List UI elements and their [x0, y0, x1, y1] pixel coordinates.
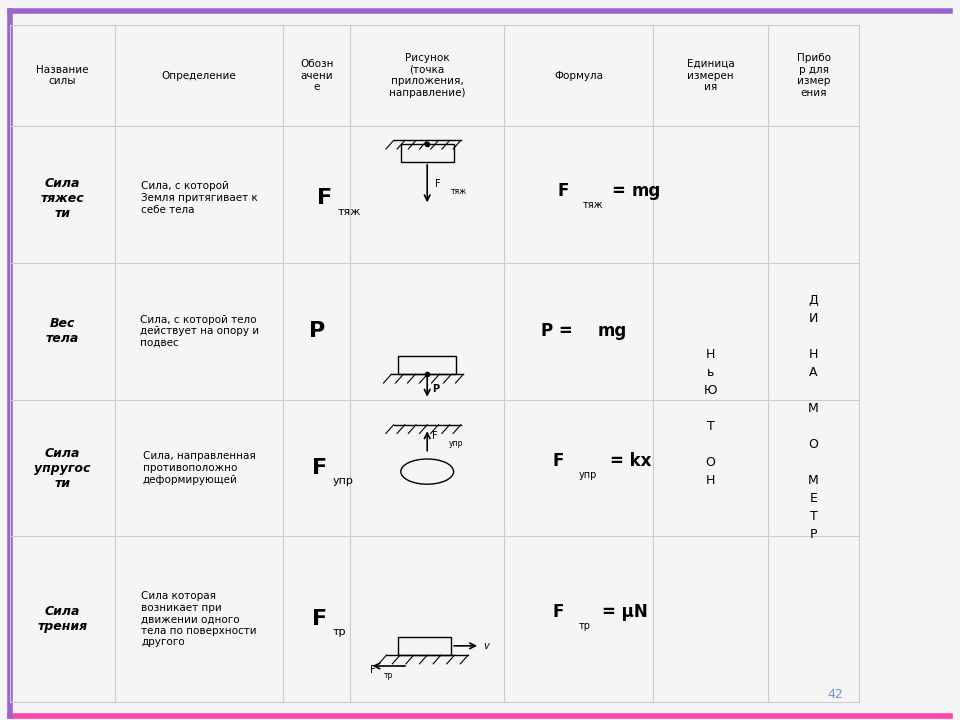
- Text: тр: тр: [384, 671, 394, 680]
- Bar: [398, 637, 451, 655]
- Text: =: =: [612, 182, 632, 200]
- Text: Рисунок
(точка
приложения,
направление): Рисунок (точка приложения, направление): [389, 53, 466, 98]
- Text: P =: P =: [540, 323, 578, 341]
- Text: тяж: тяж: [584, 200, 604, 210]
- Text: 42: 42: [828, 688, 843, 701]
- Text: F: F: [558, 182, 568, 200]
- Text: F: F: [435, 179, 441, 189]
- Text: Сила, с которой тело
действует на опору и
подвес: Сила, с которой тело действует на опору …: [139, 315, 259, 348]
- Text: = μN: = μN: [603, 603, 648, 621]
- Text: Сила
упругос
ти: Сила упругос ти: [35, 446, 90, 490]
- Text: Сила, с которой
Земля притягивает к
себе тела: Сила, с которой Земля притягивает к себе…: [141, 181, 257, 215]
- Text: тяж: тяж: [451, 187, 468, 197]
- Text: mg: mg: [597, 323, 627, 341]
- Text: Сила, направленная
противоположно
деформирующей: Сила, направленная противоположно деформ…: [143, 451, 255, 485]
- Text: Прибо
р для
измер
ения: Прибо р для измер ения: [797, 53, 830, 98]
- Text: Обозн
ачени
е: Обозн ачени е: [300, 59, 333, 92]
- Bar: [398, 356, 456, 374]
- Text: F: F: [553, 452, 564, 470]
- Text: v: v: [483, 642, 489, 652]
- Text: Д
И

Н
А

М

О

М
Е
Т
Р: Д И Н А М О М Е Т Р: [808, 294, 819, 541]
- Text: упр: упр: [578, 470, 597, 480]
- Text: P: P: [432, 384, 439, 395]
- Text: Название
силы: Название силы: [36, 65, 88, 86]
- Text: = kx: = kx: [611, 452, 652, 470]
- Text: F: F: [312, 458, 327, 478]
- Text: Сила
трения: Сила трения: [37, 606, 87, 633]
- Text: Сила
тяжес
ти: Сила тяжес ти: [40, 176, 84, 220]
- Text: тр: тр: [333, 627, 347, 637]
- Text: F: F: [317, 188, 332, 208]
- Text: Формула: Формула: [554, 71, 603, 81]
- Text: упр: упр: [448, 439, 463, 449]
- Text: Н
ь
Ю

Т

О
Н: Н ь Ю Т О Н: [704, 348, 717, 487]
- Text: F: F: [370, 665, 375, 675]
- Text: тр: тр: [578, 621, 590, 631]
- Text: Сила которая
возникает при
движении одного
тела по поверхности
другого: Сила которая возникает при движении одно…: [141, 591, 257, 647]
- Text: P: P: [309, 321, 324, 341]
- Text: тяж: тяж: [338, 207, 361, 217]
- Text: упр: упр: [333, 476, 354, 486]
- Bar: [400, 144, 453, 162]
- Text: Определение: Определение: [162, 71, 236, 81]
- Text: Единица
измерен
ия: Единица измерен ия: [686, 59, 734, 92]
- Text: mg: mg: [632, 182, 660, 200]
- Text: F: F: [432, 431, 438, 441]
- Text: F: F: [312, 609, 327, 629]
- Text: F: F: [553, 603, 564, 621]
- Text: Вес
тела: Вес тела: [46, 318, 79, 345]
